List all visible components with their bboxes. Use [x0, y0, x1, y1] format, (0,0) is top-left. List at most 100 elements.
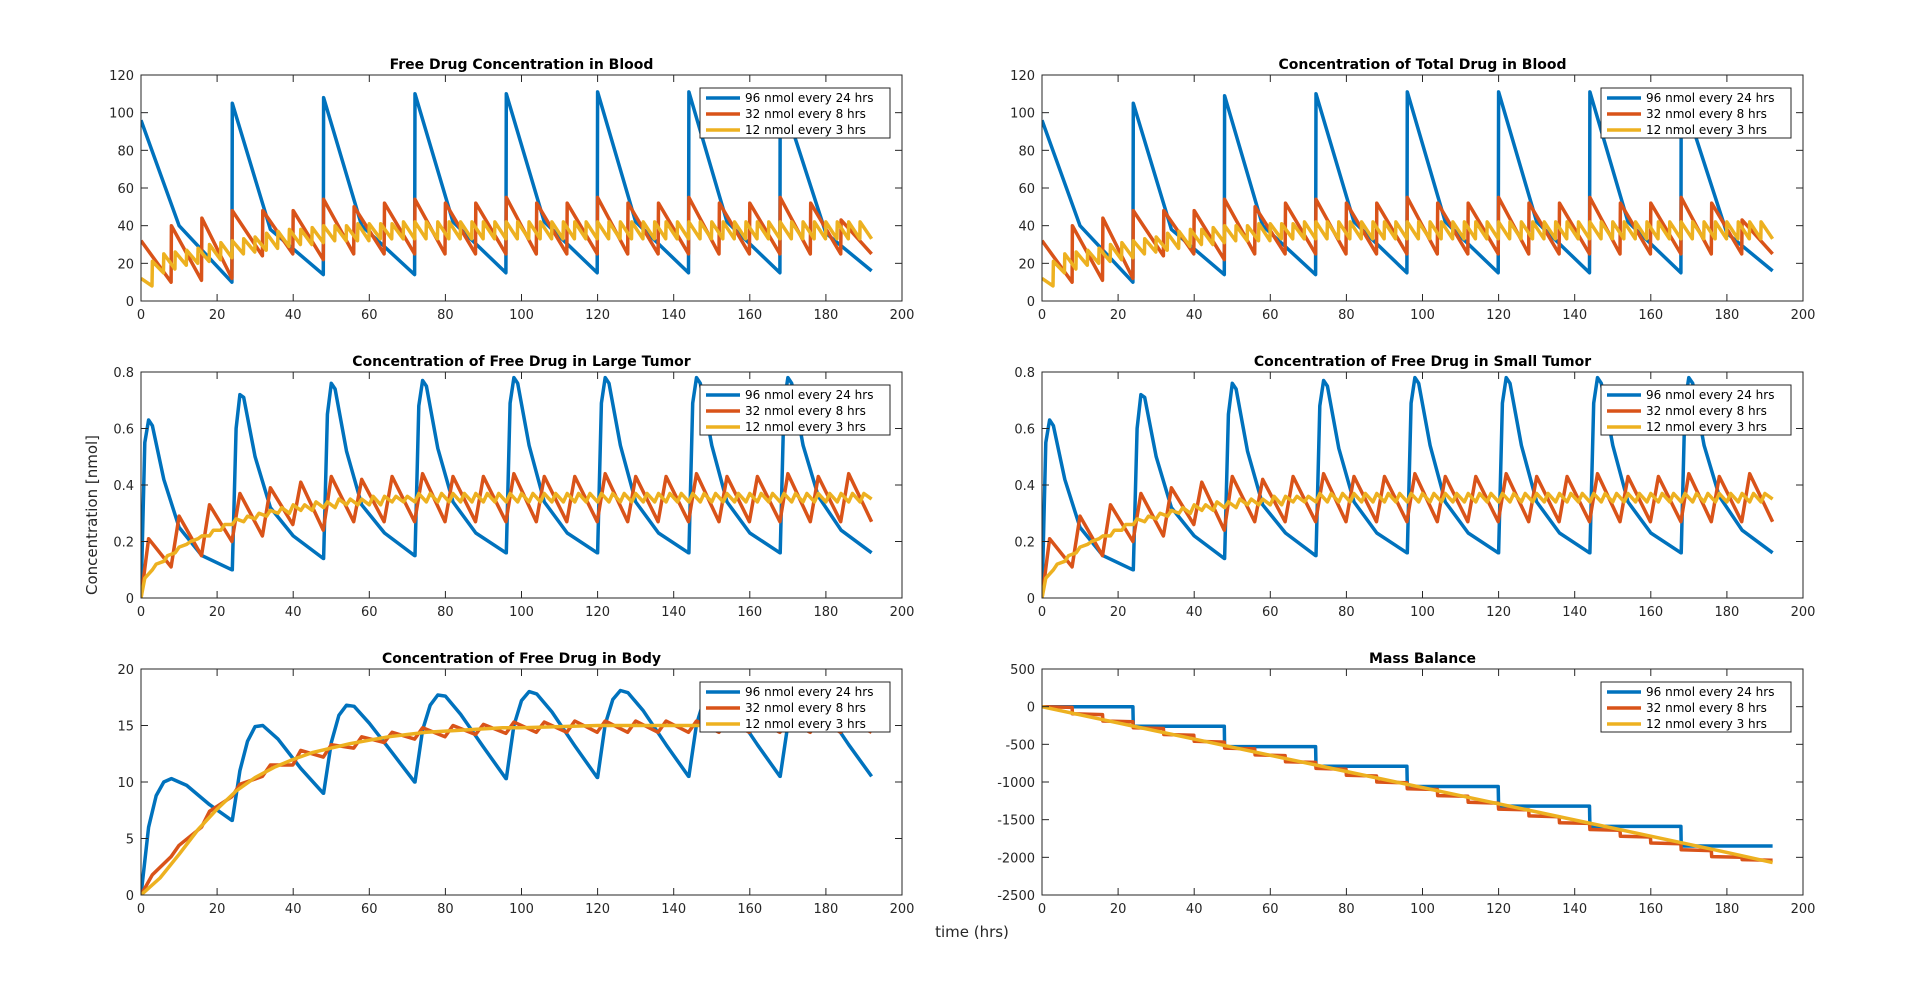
- x-tick-label: 40: [285, 902, 302, 917]
- y-tick-label: 15: [117, 720, 134, 735]
- chart-title: Concentration of Total Drug in Blood: [1278, 57, 1566, 73]
- legend-label: 96 nmol every 24 hrs: [1646, 685, 1774, 699]
- legend-label: 32 nmol every 8 hrs: [745, 107, 866, 121]
- chart-title: Concentration of Free Drug in Small Tumo…: [1254, 354, 1591, 370]
- y-tick-label: 100: [1010, 107, 1035, 122]
- chart-title: Free Drug Concentration in Blood: [390, 57, 654, 73]
- y-tick-label: 0.2: [1014, 536, 1035, 551]
- series-group: [141, 375, 874, 598]
- legend-label: 12 nmol every 3 hrs: [1646, 717, 1767, 731]
- y-tick-label: 40: [117, 220, 134, 235]
- x-tick-label: 180: [1714, 605, 1739, 620]
- x-tick-label: 180: [813, 605, 838, 620]
- legend-label: 96 nmol every 24 hrs: [745, 685, 873, 699]
- y-tick-label: 0: [126, 295, 134, 310]
- x-tick-label: 120: [1486, 902, 1511, 917]
- legend: 96 nmol every 24 hrs 32 nmol every 8 hrs 1…: [699, 384, 891, 436]
- legend-label: 12 nmol every 3 hrs: [1646, 123, 1767, 137]
- x-tick-label: 100: [509, 308, 534, 323]
- legend-label: 32 nmol every 8 hrs: [1646, 404, 1767, 418]
- y-tick-label: 0.8: [113, 366, 134, 381]
- x-tick-label: 200: [890, 605, 915, 620]
- y-tick-label: 0.4: [113, 479, 134, 494]
- y-tick-label: -1500: [997, 814, 1035, 829]
- y-tick-label: 120: [1010, 69, 1035, 84]
- chart-title: Concentration of Free Drug in Large Tumo…: [352, 354, 691, 370]
- x-tick-label: 20: [1110, 605, 1127, 620]
- y-tick-label: -2500: [997, 889, 1035, 904]
- y-tick-label: 0.8: [1014, 366, 1035, 381]
- subplot-6: Mass Balance 0 20 40 60 80 100 120 140 160 180 200 -…: [997, 651, 1815, 917]
- x-tick-label: 140: [1562, 902, 1587, 917]
- y-tick-label: 20: [117, 257, 134, 272]
- legend: 96 nmol every 24 hrs 32 nmol every 8 hrs 1…: [1600, 87, 1792, 139]
- x-tick-label: 160: [1638, 308, 1663, 323]
- series-group: [141, 90, 874, 288]
- x-tick-label: 140: [661, 308, 686, 323]
- y-tick-label: 80: [1018, 144, 1035, 159]
- x-tick-label: 0: [1038, 902, 1046, 917]
- x-tick-label: 140: [661, 902, 686, 917]
- x-tick-label: 180: [813, 902, 838, 917]
- series-group: [1042, 704, 1773, 865]
- legend-label: 96 nmol every 24 hrs: [745, 388, 873, 402]
- legend-label: 12 nmol every 3 hrs: [1646, 420, 1767, 434]
- legend-label: 96 nmol every 24 hrs: [1646, 91, 1774, 105]
- x-tick-label: 20: [1110, 308, 1127, 323]
- x-tick-label: 200: [1791, 308, 1816, 323]
- legend-label: 96 nmol every 24 hrs: [1646, 388, 1774, 402]
- x-tick-label: 60: [1262, 902, 1279, 917]
- series-line-3: [1042, 704, 1773, 865]
- subplot-4: Concentration of Free Drug in Small Tumo…: [1014, 354, 1815, 620]
- series-line-3: [1042, 220, 1775, 288]
- legend: 96 nmol every 24 hrs 32 nmol every 8 hrs 1…: [1600, 681, 1792, 733]
- subplot-3: Concentration of Free Drug in Large Tumo…: [113, 354, 914, 620]
- series-line-1: [1042, 704, 1773, 848]
- x-tick-label: 200: [890, 308, 915, 323]
- x-tick-label: 0: [137, 308, 145, 323]
- x-tick-label: 80: [1338, 605, 1355, 620]
- x-tick-label: 120: [585, 308, 610, 323]
- legend: 96 nmol every 24 hrs 32 nmol every 8 hrs 1…: [699, 87, 891, 139]
- y-tick-label: 0: [1027, 295, 1035, 310]
- y-tick-label: 80: [117, 144, 134, 159]
- x-tick-label: 0: [137, 605, 145, 620]
- x-tick-label: 20: [209, 308, 226, 323]
- y-tick-label: 0.6: [1014, 423, 1035, 438]
- x-tick-label: 140: [1562, 605, 1587, 620]
- x-tick-label: 40: [1186, 308, 1203, 323]
- y-axis-label: Concentration [nmol]: [83, 435, 101, 595]
- x-tick-label: 20: [1110, 902, 1127, 917]
- series-line-1: [141, 375, 873, 598]
- subplot-1: Free Drug Concentration in Blood 0 20 40 60 8…: [109, 57, 914, 323]
- x-tick-label: 80: [437, 605, 454, 620]
- y-tick-label: 500: [1010, 663, 1035, 678]
- legend-label: 32 nmol every 8 hrs: [745, 404, 866, 418]
- x-tick-label: 120: [1486, 605, 1511, 620]
- y-tick-label: 5: [126, 833, 134, 848]
- series-group: [1042, 375, 1775, 598]
- x-tick-label: 200: [890, 902, 915, 917]
- x-tick-label: 100: [509, 605, 534, 620]
- x-tick-label: 80: [1338, 308, 1355, 323]
- x-tick-label: 40: [1186, 902, 1203, 917]
- legend: 96 nmol every 24 hrs 32 nmol every 8 hrs 1…: [699, 681, 891, 733]
- y-tick-label: 0.4: [1014, 479, 1035, 494]
- y-tick-label: 60: [117, 182, 134, 197]
- x-tick-label: 0: [1038, 605, 1046, 620]
- x-tick-label: 180: [813, 308, 838, 323]
- x-tick-label: 160: [737, 308, 762, 323]
- subplot-5: Concentration of Free Drug in Body 0 20 40 6…: [117, 651, 914, 917]
- x-tick-label: 40: [285, 605, 302, 620]
- subplot-2: Concentration of Total Drug in Blood 0 20 4…: [1010, 57, 1815, 323]
- y-tick-label: -1000: [997, 776, 1035, 791]
- x-tick-label: 20: [209, 605, 226, 620]
- x-tick-label: 80: [437, 902, 454, 917]
- legend-label: 12 nmol every 3 hrs: [745, 420, 866, 434]
- x-tick-label: 100: [1410, 902, 1435, 917]
- x-tick-label: 100: [1410, 605, 1435, 620]
- y-tick-label: 0: [1027, 701, 1035, 716]
- x-tick-label: 140: [661, 605, 686, 620]
- x-tick-label: 200: [1791, 902, 1816, 917]
